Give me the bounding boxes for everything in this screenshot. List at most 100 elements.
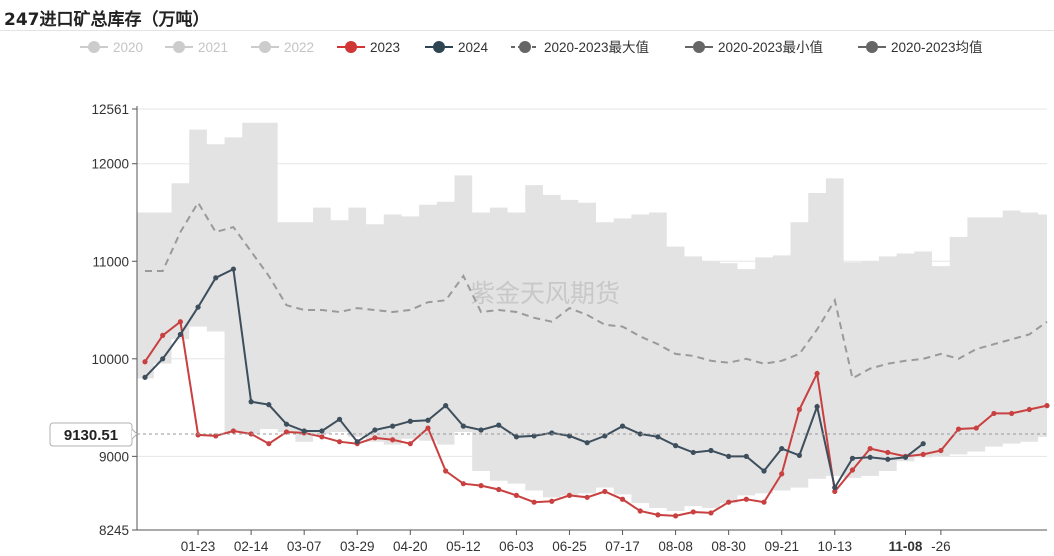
series-2023-point <box>832 488 838 495</box>
series-2023-point <box>390 437 396 443</box>
series-2024-point <box>602 433 608 439</box>
series-2024-point <box>478 427 484 433</box>
axes: 12561 12000 11000 10000 9000 8245 01-23 02-14 03… <box>91 102 1047 554</box>
series-2023-point <box>1009 410 1015 417</box>
series-2023-point <box>973 425 979 431</box>
series-2024-point <box>531 433 537 439</box>
series-2023-point <box>867 445 873 452</box>
series-2023-point <box>743 496 749 502</box>
series-2024-point <box>849 455 856 461</box>
series-2023-point <box>266 441 272 447</box>
legend-item[interactable]: 2020-2023最大值 <box>511 40 649 55</box>
series-2024-point <box>354 439 360 445</box>
series-2024-point <box>743 453 749 459</box>
y-tick-label: 12561 <box>91 102 129 117</box>
series-2023-point <box>637 508 643 514</box>
legend-label: 2023 <box>370 40 400 55</box>
series-2023-point <box>991 410 997 417</box>
series-2023-point <box>708 510 714 516</box>
series-2023-point <box>761 499 767 505</box>
series-2024-group <box>142 266 926 491</box>
series-2024-point <box>885 456 891 462</box>
series-2024-point <box>708 447 714 454</box>
title-divider <box>0 30 1054 31</box>
series-2023-point <box>1044 403 1050 409</box>
x-tick-label: 08-30 <box>711 539 746 554</box>
legend-item[interactable]: 2021 <box>165 40 228 55</box>
series-2024-point <box>390 423 396 429</box>
x-tick-label: 06-25 <box>552 539 587 554</box>
series-2023-point <box>195 432 201 438</box>
series-2024-point <box>814 404 820 410</box>
series-2023-point <box>160 332 166 338</box>
series-2023-line <box>144 319 1048 517</box>
legend-item[interactable]: 2022 <box>251 40 314 55</box>
series-2024-point <box>160 356 166 362</box>
series-2024-point <box>407 418 413 424</box>
series-2024-point <box>460 423 466 429</box>
series-2024-point <box>867 454 873 460</box>
legend-item[interactable]: 2020-2023最小值 <box>685 40 823 55</box>
series-2024-point <box>902 454 909 460</box>
y-tick-label: 12000 <box>91 157 129 172</box>
series-2023-point <box>443 468 449 474</box>
series-2023-point <box>549 498 555 504</box>
legend-item[interactable]: 2023 <box>337 40 400 55</box>
legend-item[interactable]: 2024 <box>425 40 489 55</box>
series-2024-point <box>230 266 237 272</box>
legend-marker <box>259 41 271 53</box>
series-2024-point <box>920 441 926 447</box>
legend-marker <box>519 41 531 53</box>
series-2024-point <box>195 304 201 310</box>
x-tick-label: 05-12 <box>446 539 481 554</box>
legend-item[interactable]: 2020-2023均值 <box>858 40 983 55</box>
x-tick-label: -26 <box>931 539 951 554</box>
series-2024-point <box>443 403 449 409</box>
series-2024-point <box>566 433 573 439</box>
series-2023-point <box>726 499 732 505</box>
series-2023-point <box>425 425 431 431</box>
x-tick-label: 03-07 <box>287 539 322 554</box>
series-2023-point <box>177 319 183 325</box>
series-2023-point <box>814 370 820 377</box>
y-tick-label: 9000 <box>99 449 129 464</box>
series-2023-point <box>566 492 573 498</box>
legend-label: 2020-2023最大值 <box>544 40 649 55</box>
series-2024-point <box>619 423 626 429</box>
series-2023-point <box>496 486 502 493</box>
series-2024-point <box>637 431 643 437</box>
series-2023-point <box>1026 406 1032 413</box>
series-2023-point <box>319 434 325 440</box>
series-2024-point <box>248 399 254 405</box>
series-2024-point <box>425 417 431 423</box>
series-2024-point <box>336 416 343 422</box>
axis-pointer: 9130.51 <box>49 422 1047 447</box>
legend-label: 2022 <box>284 40 314 55</box>
series-2023-point <box>690 509 696 515</box>
legend-label: 2020-2023最小值 <box>718 40 823 55</box>
series-2023-point <box>938 447 944 454</box>
series-2023-point <box>655 512 661 518</box>
series-2023-point <box>142 359 148 365</box>
legend-marker <box>173 41 185 53</box>
x-tick-label: 01-23 <box>181 539 216 554</box>
x-tick-label: 09-21 <box>764 539 799 554</box>
series-2024-point <box>319 428 325 434</box>
y-tick-label: 10000 <box>91 352 129 367</box>
series-2024-point <box>655 434 661 440</box>
series-2023-point <box>283 429 290 435</box>
series-2023-point <box>531 499 537 505</box>
series-2023-point <box>920 451 926 458</box>
series-2023-point <box>407 441 413 447</box>
series-2024-point <box>672 443 679 449</box>
series-2023-point <box>513 492 520 498</box>
legend-item[interactable]: 2020 <box>80 40 143 55</box>
series-2023-point <box>779 471 785 477</box>
series-2023-point <box>955 426 962 432</box>
series-2024-point <box>832 484 838 491</box>
x-tick-label: 06-03 <box>499 539 534 554</box>
series-2024-point <box>496 422 502 428</box>
series-2024-point <box>690 449 696 456</box>
series-2024-point <box>266 402 272 408</box>
